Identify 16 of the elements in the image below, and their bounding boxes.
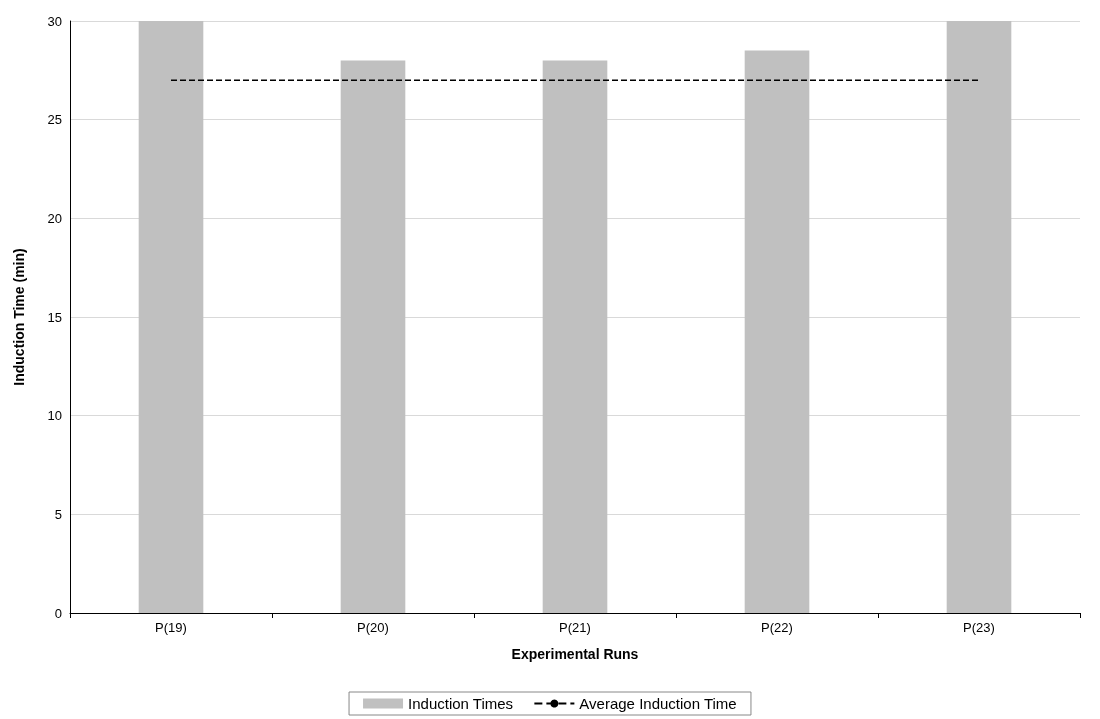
y-tick-label: 30 (47, 13, 62, 29)
legend-label: Average Induction Time (579, 695, 737, 712)
y-tick-label: 25 (47, 112, 62, 128)
y-tick-label: 5 (54, 506, 62, 522)
x-tick-label: P(21) (559, 620, 591, 635)
x-tick-label: P(20) (357, 620, 389, 635)
y-axis-title: Induction Time (min) (11, 248, 27, 386)
x-tick-label: P(19) (155, 620, 187, 635)
y-tick-label: 15 (47, 309, 62, 325)
y-tick-label: 0 (54, 605, 62, 621)
y-tick-label: 10 (47, 408, 62, 424)
x-tick-label: P(22) (761, 620, 793, 635)
legend-label: Induction Times (408, 695, 514, 712)
x-tick-label: P(23) (963, 620, 995, 635)
x-axis-title: Experimental Runs (511, 646, 639, 662)
y-tick-label: 20 (47, 210, 62, 226)
